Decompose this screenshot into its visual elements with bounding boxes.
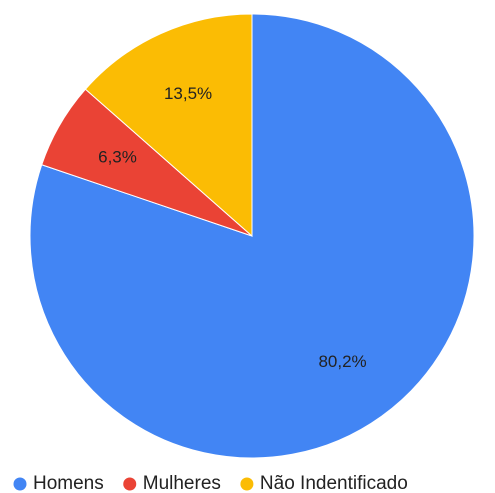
slice-label: 13,5% bbox=[164, 84, 212, 103]
pie-slice bbox=[29, 13, 475, 459]
legend-text: Homens bbox=[33, 473, 104, 493]
legend-swatch bbox=[240, 477, 254, 491]
slice-label: 80,2% bbox=[318, 352, 366, 371]
pie-slice bbox=[84, 13, 253, 238]
legend-text: Não Indentificado bbox=[260, 473, 408, 493]
slice-label: 6,3% bbox=[98, 148, 137, 167]
legend-swatch bbox=[13, 477, 27, 491]
legend-swatch bbox=[123, 477, 137, 491]
legend-text: Mulheres bbox=[143, 473, 221, 493]
